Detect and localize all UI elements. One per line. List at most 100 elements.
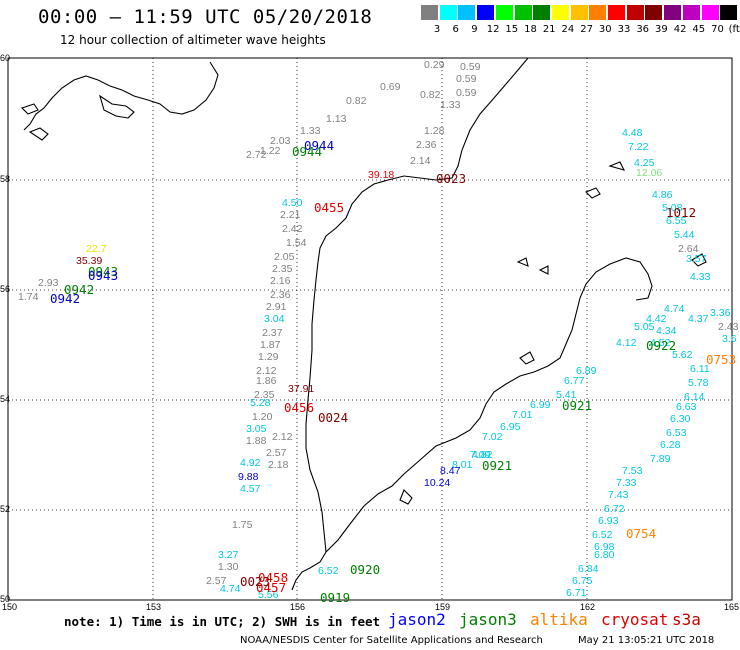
wave-height-value: 4.50	[282, 197, 303, 209]
wave-height-value: 5.62	[672, 349, 693, 361]
color-scale-swatch	[682, 5, 700, 20]
color-scale-tick: 21	[542, 24, 556, 35]
wave-height-value: 7.33	[616, 477, 637, 489]
wave-height-value: 0.59	[456, 87, 477, 99]
wave-height-value: 7.43	[608, 489, 629, 501]
footer-note: note: 1) Time is in UTC; 2) SWH is in fe…	[64, 614, 381, 629]
wave-height-value: 7.53	[622, 465, 643, 477]
wave-height-value: 7.09	[470, 449, 491, 461]
wave-height-value: 3.6	[722, 333, 737, 345]
wave-height-value: 3.27	[218, 549, 239, 561]
wave-height-value: 5.78	[688, 377, 709, 389]
wave-height-value: 2.36	[270, 289, 291, 301]
longitude-tick-label: 165	[724, 602, 740, 612]
color-scale-swatch	[495, 5, 513, 20]
wave-height-value: 0.82	[420, 89, 441, 101]
wave-height-value: 7.01	[512, 409, 533, 421]
longitude-tick-label: 150	[2, 602, 18, 612]
wave-height-value: 1.74	[18, 291, 39, 303]
pass-time-label: 1012	[666, 205, 696, 220]
wave-height-value: 4.42	[646, 313, 667, 325]
color-scale-swatch	[551, 5, 569, 20]
pass-time-label: 0458	[258, 570, 288, 585]
wave-height-value: 2.35	[254, 389, 275, 401]
wave-height-value: 5.28	[250, 397, 271, 409]
pass-time-label: 0457	[256, 580, 286, 595]
pass-time-label: 0921	[482, 458, 512, 473]
wave-height-value: 10.24	[424, 477, 450, 489]
wave-height-value: 4.12	[616, 337, 637, 349]
color-scale-swatch	[514, 5, 532, 20]
pass-time-label: 0942	[50, 291, 80, 306]
wave-height-value: 6.72	[604, 503, 625, 515]
legend-jason3: jason3	[459, 610, 517, 629]
wave-height-value: 4.57	[240, 483, 261, 495]
legend-altika: altika	[530, 610, 588, 629]
wave-height-value: 1.33	[440, 99, 461, 111]
wave-height-value: 8.01	[452, 459, 473, 471]
wave-height-value: 8.47	[440, 465, 461, 477]
wave-height-value: 22.7	[86, 243, 107, 255]
pass-time-label: 0921	[562, 398, 592, 413]
latitude-tick-label: 56	[0, 284, 11, 294]
latitude-tick-label: 54	[0, 394, 11, 404]
generated-timestamp: May 21 13:05:21 UTC 2018	[578, 635, 715, 646]
wave-height-value: 6.52	[318, 565, 339, 577]
wave-height-value: 3.57	[686, 253, 707, 265]
wave-height-value: 6.80	[594, 549, 615, 561]
pass-time-label: 0944	[304, 138, 334, 153]
color-scale-swatch	[701, 5, 719, 20]
wave-height-value: 0.82	[346, 95, 367, 107]
color-scale-swatch	[458, 5, 476, 20]
wave-height-value: 2.12	[272, 431, 293, 443]
color-scale-tick: 70	[711, 24, 724, 35]
wave-height-value: 5.08	[662, 202, 683, 214]
pass-time-label: 0920	[350, 562, 380, 577]
color-scale-tick: 42	[673, 24, 687, 35]
latitude-tick-label: 60	[0, 53, 11, 63]
wave-height-value: 2.18	[268, 459, 289, 471]
wave-height-value: 2.37	[262, 327, 283, 339]
pass-time-label: 0455	[314, 200, 344, 215]
color-scale-tick: 6	[452, 24, 459, 35]
wave-height-value: 6.75	[572, 575, 593, 587]
pass-time-label: 0754	[626, 526, 656, 541]
wave-height-value: 37.91	[288, 383, 314, 395]
wave-height-value: 1.88	[246, 435, 267, 447]
pass-time-label: 0753	[706, 352, 736, 367]
wave-height-value: 4.37	[688, 313, 709, 325]
legend-jason2: jason2	[388, 610, 446, 629]
wave-height-value: 0.59	[460, 61, 481, 73]
wave-height-value: 6.89	[576, 365, 597, 377]
color-scale-tick: 27	[580, 24, 593, 35]
credit-text: NOAA/NESDIS Center for Satellite Applica…	[240, 635, 543, 646]
wave-height-value: 4.86	[652, 189, 673, 201]
coastline	[20, 57, 707, 591]
wave-height-value: 1.13	[326, 113, 347, 125]
longitude-tick-label: 159	[435, 602, 451, 612]
graticule	[8, 58, 732, 600]
wave-height-value: 2.35	[272, 263, 293, 275]
color-scale-swatch	[608, 5, 625, 20]
latitude-tick-label: 52	[0, 504, 11, 514]
pass-time-label: 0944	[292, 144, 322, 159]
wave-height-value: 2.03	[270, 135, 291, 147]
color-scale-swatch	[720, 5, 738, 20]
pass-time-label: 0943	[88, 264, 118, 279]
wave-height-value: 0.29	[424, 59, 445, 71]
wave-height-value: 12.06	[636, 167, 662, 179]
wave-height-value: 5.41	[556, 389, 577, 401]
legend-s3a: s3a	[672, 610, 701, 629]
pass-time-label: 0024	[318, 410, 348, 425]
color-scale-tick: 18	[524, 24, 537, 35]
wave-height-value: 6.99	[530, 399, 551, 411]
wave-height-value: 2.05	[274, 251, 295, 263]
wave-height-value: 6.77	[564, 375, 585, 387]
wave-height-value: 6.28	[660, 439, 681, 451]
wave-height-value: 2.57	[206, 575, 227, 587]
page-title: 00:00 – 11:59 UTC 05/20/2018	[38, 6, 373, 28]
wave-height-value: 2.16	[270, 275, 291, 287]
longitude-tick-label: 162	[580, 602, 596, 612]
pass-time-label: 0023	[436, 171, 466, 186]
color-scale-swatch	[439, 5, 457, 20]
